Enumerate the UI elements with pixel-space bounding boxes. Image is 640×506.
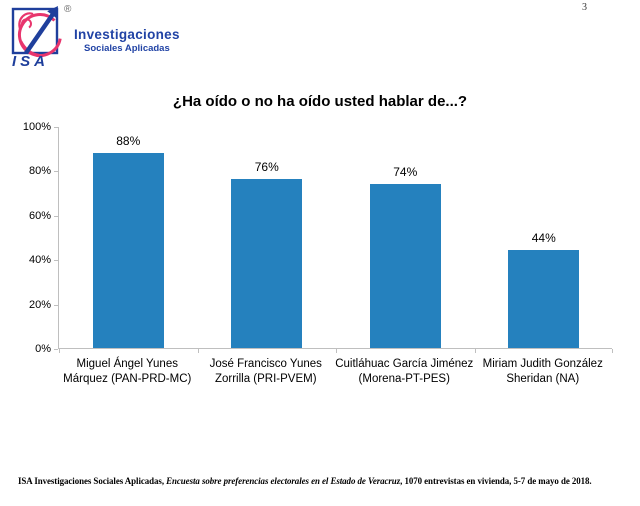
y-tick-label: 40% bbox=[28, 254, 51, 267]
brand-title: Investigaciones bbox=[74, 27, 180, 42]
y-tick-label: 80% bbox=[28, 165, 51, 178]
x-axis-tick bbox=[474, 349, 476, 353]
registered-trademark-icon: ® bbox=[64, 4, 72, 15]
y-tick-label: 60% bbox=[28, 209, 51, 222]
x-category-label-line: Cuitláhuac García Jiménez bbox=[335, 358, 474, 370]
x-axis-tick bbox=[336, 349, 337, 353]
y-axis-tick bbox=[54, 127, 58, 128]
isa-logo-graphic: ISA bbox=[11, 6, 62, 70]
y-axis-tick bbox=[54, 304, 58, 306]
bar-value-label: 88% bbox=[116, 133, 141, 148]
x-category-label: José Francisco Yunes Zorrilla (PRI-PVEM) bbox=[197, 357, 336, 387]
bar bbox=[508, 250, 580, 348]
page-number: 3 bbox=[582, 2, 587, 13]
footer-suffix: , 1070 entrevistas en vivienda, 5-7 de m… bbox=[400, 476, 592, 486]
x-category-label-line: Zorrilla (PRI-PVEM) bbox=[214, 373, 317, 385]
bar bbox=[369, 183, 441, 348]
y-tick-label: 20% bbox=[28, 298, 51, 311]
x-category-label: Cuitláhuac García Jiménez (Morena-PT-PES) bbox=[335, 357, 474, 387]
x-axis-tick bbox=[612, 349, 613, 353]
y-tick-label: 100% bbox=[22, 121, 51, 133]
x-category-label: Miguel Ángel Yunes Márquez (PAN-PRD-MC) bbox=[58, 357, 197, 387]
bar-value-label: 76% bbox=[254, 160, 279, 175]
x-category-label-line: José Francisco Yunes bbox=[209, 358, 322, 370]
bar-value-label: 44% bbox=[531, 231, 556, 246]
brand-subtitle: Sociales Aplicadas bbox=[84, 43, 170, 54]
y-axis-tick bbox=[54, 349, 58, 350]
y-axis-tick bbox=[54, 171, 58, 173]
x-axis-tick bbox=[59, 349, 60, 353]
x-category-label-line: Miguel Ángel Yunes bbox=[76, 358, 178, 370]
brand-name: Investigaciones Sociales Aplicadas bbox=[74, 27, 180, 54]
footer-study-title: Encuesta sobre preferencias electorales … bbox=[166, 476, 401, 486]
x-category-label: Miriam Judith González Sheridan (NA) bbox=[474, 357, 613, 387]
footer-source-text: ISA Investigaciones Sociales Aplicadas, … bbox=[18, 476, 634, 486]
x-category-label-line: Sheridan (NA) bbox=[506, 373, 580, 385]
svg-text:ISA: ISA bbox=[12, 53, 49, 70]
x-category-label-line: Márquez (PAN-PRD-MC) bbox=[63, 373, 192, 385]
isa-logo-icon: ISA bbox=[8, 2, 78, 72]
footer-prefix: ISA Investigaciones Sociales Aplicadas, bbox=[18, 476, 167, 486]
bar-value-label: 74% bbox=[393, 164, 418, 179]
x-category-label-line: (Morena-PT-PES) bbox=[358, 373, 450, 385]
bar bbox=[92, 152, 164, 348]
x-axis-tick bbox=[197, 349, 199, 353]
bar bbox=[231, 179, 303, 348]
x-axis-category-labels: Miguel Ángel Yunes Márquez (PAN-PRD-MC) Jo… bbox=[58, 357, 612, 397]
y-axis-tick bbox=[54, 215, 58, 217]
chart-plot-area: 88% 76% 74% 44% 0% 20% 40% 60% 80% 100% bbox=[23, 121, 613, 355]
y-axis-tick bbox=[54, 260, 58, 262]
y-tick-label: 0% bbox=[35, 343, 51, 355]
chart-title: ¿Ha oído o no ha oído usted hablar de...… bbox=[172, 93, 468, 110]
x-category-label-line: Miriam Judith González bbox=[482, 358, 603, 370]
